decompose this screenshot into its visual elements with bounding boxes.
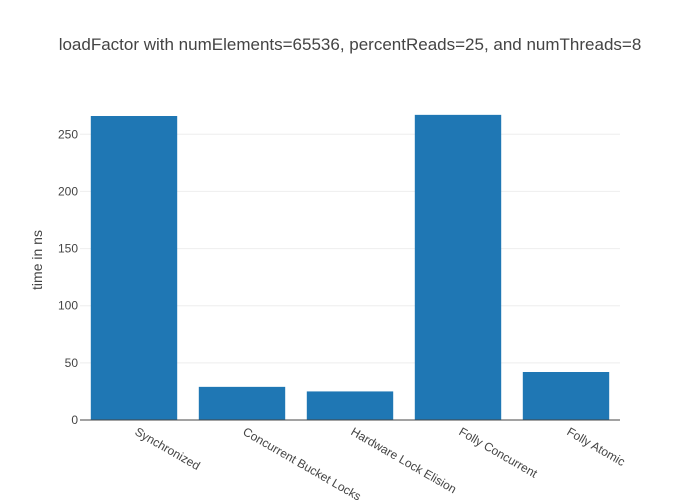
y-tick-label: 0 (71, 413, 78, 427)
y-tick-label: 50 (65, 356, 79, 370)
x-tick-label: Synchronized (133, 424, 203, 472)
bar-hardware-lock-elision (306, 391, 394, 420)
x-tick-label: Concurrent Bucket Locks (241, 424, 364, 500)
y-tick-label: 100 (58, 299, 78, 313)
y-tick-label: 250 (58, 127, 78, 141)
bar-synchronized (90, 116, 178, 420)
bar-folly-concurrent (414, 114, 502, 420)
x-tick-label: Folly Atomic (565, 424, 628, 468)
chart-title: loadFactor with numElements=65536, perce… (59, 35, 642, 54)
bar-concurrent-bucket-locks (198, 386, 286, 420)
bars (90, 114, 610, 420)
x-tick-labels: Synchronized Concurrent Bucket LocksHardw… (133, 424, 628, 500)
y-tick-label: 200 (58, 184, 78, 198)
x-tick-label: Hardware Lock Elision (349, 424, 459, 496)
x-tick-label: Folly Concurrent (457, 424, 541, 480)
y-axis-label: time in ns (29, 230, 45, 290)
y-tick-label: 150 (58, 242, 78, 256)
y-tick-labels: 0 50 100 150 200 250 (58, 127, 78, 427)
bar-folly-atomic (522, 372, 610, 420)
